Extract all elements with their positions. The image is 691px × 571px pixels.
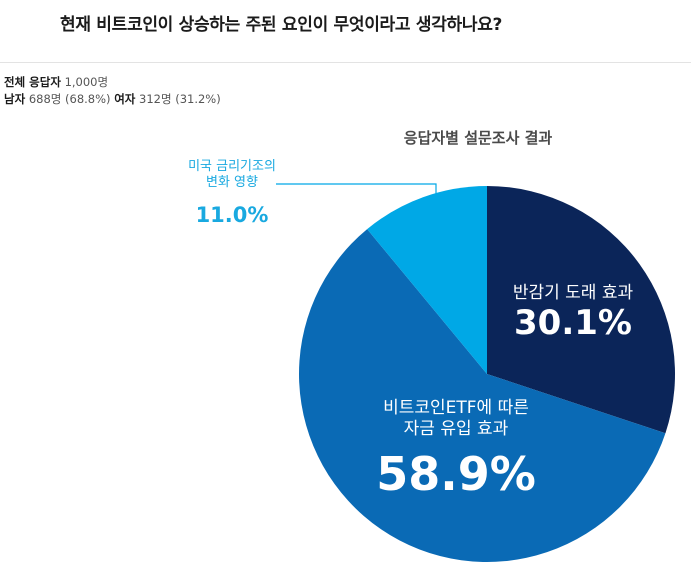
slice-label-3-line-1: 미국 금리기조의 bbox=[188, 159, 276, 174]
male-label: 남자 bbox=[4, 92, 26, 106]
respondent-gender-line: 남자 688명 (68.8%) 여자 312명 (31.2%) bbox=[4, 91, 221, 108]
slice-value-3: 11.0% bbox=[196, 203, 269, 227]
slice-label-3-line-2: 변화 영향 bbox=[206, 175, 258, 190]
female-label: 여자 bbox=[114, 92, 136, 106]
slice-label-2-line-2: 자금 유입 효과 bbox=[404, 419, 509, 439]
respondent-summary: 전체 응답자 1,000명 남자 688명 (68.8%) 여자 312명 (3… bbox=[4, 74, 221, 108]
callout-line-3 bbox=[276, 183, 437, 196]
pie-slice-2 bbox=[299, 229, 666, 562]
total-value: 1,000명 bbox=[64, 75, 109, 89]
chart-title: 응답자별 설문조사 결과 bbox=[403, 129, 553, 147]
slice-label-1-line-1: 반감기 도래 효과 bbox=[513, 283, 634, 303]
slice-value-1: 30.1% bbox=[514, 303, 632, 343]
pie-slice-1 bbox=[487, 185, 676, 434]
slice-value-2: 58.9% bbox=[376, 447, 536, 501]
title-divider bbox=[0, 62, 691, 63]
total-label: 전체 응답자 bbox=[4, 75, 61, 89]
page-title: 현재 비트코인이 상승하는 주된 요인이 무엇이라고 생각하나요? bbox=[60, 15, 503, 35]
pie-slice-3 bbox=[367, 186, 487, 374]
male-value: 688명 (68.8%) bbox=[28, 92, 111, 106]
slice-label-2-line-1: 비트코인ETF에 따른 bbox=[383, 398, 529, 418]
female-value: 312명 (31.2%) bbox=[139, 92, 221, 106]
respondent-total-line: 전체 응답자 1,000명 bbox=[4, 74, 221, 91]
